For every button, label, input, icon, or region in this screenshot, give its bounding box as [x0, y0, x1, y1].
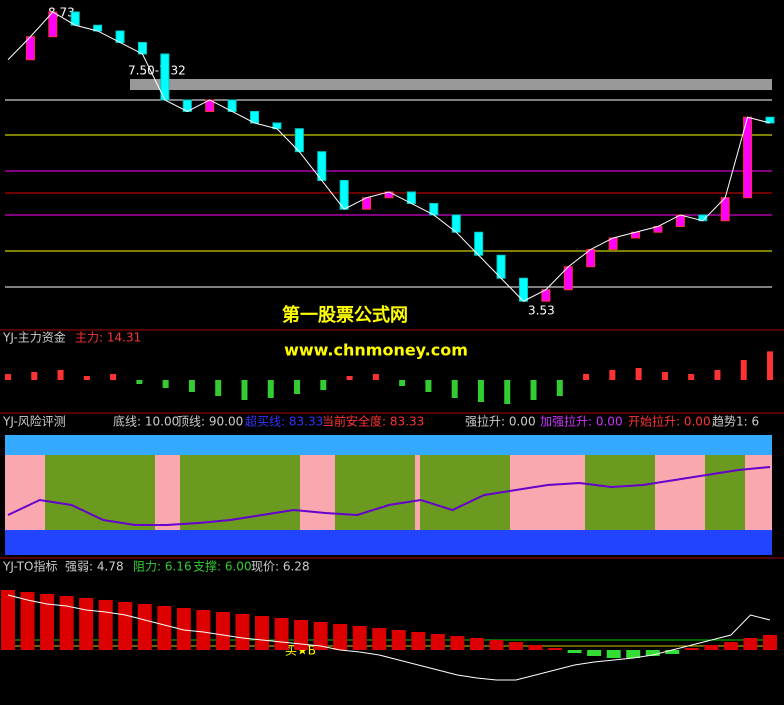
to-bar: [684, 648, 699, 650]
buy-label: 买★B: [285, 644, 316, 658]
to-bar: [313, 622, 328, 650]
risk-label: 开始拉升: 0.00: [628, 414, 711, 429]
risk-label: 趋势1: 6: [712, 415, 759, 429]
to-bar: [196, 610, 211, 650]
risk-label: 加强拉升: 0.00: [540, 414, 623, 429]
to-bar: [59, 596, 74, 650]
to-bar: [450, 636, 465, 650]
to-bar: [391, 630, 406, 650]
to-bar: [235, 614, 250, 650]
to-bar: [704, 645, 719, 650]
risk-band: [5, 530, 772, 555]
close-line: [7, 11, 771, 302]
to-bar: [137, 604, 152, 650]
risk-zone: [335, 455, 415, 530]
to-bar: [665, 650, 680, 654]
to-bar: [430, 634, 445, 650]
to-bar: [723, 642, 738, 650]
to-bar: [489, 640, 504, 650]
to-bar: [352, 626, 367, 650]
to-label: 支撑: 6.00: [193, 559, 252, 574]
watermark: 第一股票公式网: [282, 304, 408, 326]
panel-value: 主力: 14.31: [75, 331, 141, 345]
to-bar: [626, 650, 641, 658]
to-bar: [587, 650, 602, 656]
to-bar: [333, 624, 348, 650]
to-bar: [79, 598, 94, 650]
to-bar: [528, 645, 543, 650]
to-bar: [763, 635, 777, 650]
risk-zone: [705, 455, 745, 530]
risk-label: 顶线: 90.00: [177, 415, 243, 429]
to-bar: [469, 638, 484, 650]
candle: [743, 116, 753, 199]
to-label: 阻力: 6.16: [133, 560, 192, 574]
to-bar: [509, 642, 523, 650]
to-label: 现价: 6.28: [251, 560, 310, 574]
to-bar: [567, 650, 582, 653]
risk-line: [7, 466, 771, 526]
risk-zone: [585, 455, 655, 530]
band-label: 7.50-7.32: [128, 64, 186, 78]
panel-title: YJ-TO指标: [2, 559, 57, 574]
to-bar: [606, 650, 621, 658]
to-bar: [645, 650, 660, 656]
to-bar: [372, 628, 387, 650]
to-bar: [548, 648, 563, 650]
to-bar: [215, 612, 230, 650]
risk-label: 当前安全度: 83.33: [322, 414, 424, 429]
panel-title: YJ-风险评测: [2, 414, 66, 429]
to-bar: [411, 632, 426, 650]
to-bar: [176, 608, 191, 650]
to-bar: [98, 600, 113, 650]
to-label: 强弱: 4.78: [65, 560, 124, 574]
low-label: 3.53: [528, 304, 555, 318]
risk-band: [5, 435, 772, 455]
risk-label: 超买线: 83.33: [245, 414, 323, 429]
to-bar: [294, 620, 309, 650]
risk-label: 强拉升: 0.00: [465, 414, 536, 429]
to-bar: [118, 602, 133, 650]
to-bar: [157, 606, 172, 650]
to-bar: [40, 594, 55, 650]
to-bar: [743, 638, 758, 650]
to-bar: [20, 592, 35, 650]
resistance-band: [130, 79, 772, 90]
candle: [160, 53, 170, 101]
price-line: [7, 594, 771, 681]
to-bar: [274, 618, 289, 650]
panel-title: YJ-主力资金: [2, 330, 66, 345]
to-bar: [255, 616, 269, 650]
risk-label: 底线: 10.00: [113, 414, 179, 429]
to-bar: [1, 590, 15, 650]
watermark-url: www.chnmoney.com: [284, 341, 468, 360]
